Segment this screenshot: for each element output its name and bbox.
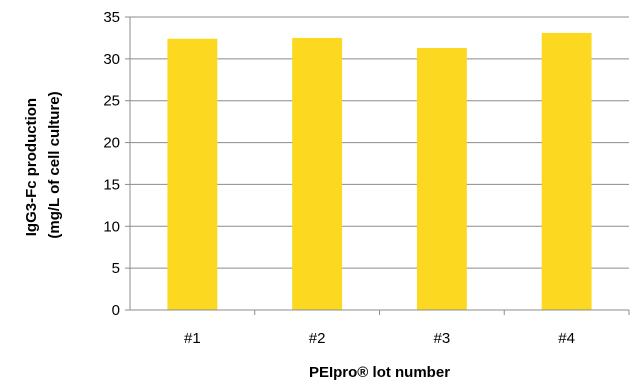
x-tick-labels: #1 #2 #3 #4 xyxy=(184,330,575,347)
x-tick-label-2: #2 xyxy=(309,330,326,347)
x-tick-label-4: #4 xyxy=(558,330,575,347)
y-tick-label-10: 10 xyxy=(103,218,120,235)
y-tick-label-15: 15 xyxy=(103,176,120,193)
y-tick-label-0: 0 xyxy=(112,302,120,319)
x-tick-label-3: #3 xyxy=(434,330,451,347)
x-axis-title: PEIpro® lot number xyxy=(309,364,450,381)
y-tick-label-25: 25 xyxy=(103,93,120,110)
bar-2 xyxy=(292,37,343,311)
y-axis-title-line-1: IgG3-Fc production xyxy=(23,98,40,236)
y-tick-label-30: 30 xyxy=(103,51,120,68)
bar-1 xyxy=(167,38,218,310)
y-tick-label-5: 5 xyxy=(112,260,120,277)
y-tick-labels: 0 5 10 15 20 25 30 35 xyxy=(103,9,120,319)
y-tick-label-20: 20 xyxy=(103,135,120,152)
x-tick-label-1: #1 xyxy=(184,330,201,347)
y-axis-title-line-2: (mg/L of cell culture) xyxy=(46,91,63,238)
y-tick-label-35: 35 xyxy=(103,9,120,26)
y-axis-title: IgG3-Fc production (mg/L of cell culture… xyxy=(23,91,63,238)
bar-4 xyxy=(541,32,592,311)
bar-3 xyxy=(416,47,467,311)
bars xyxy=(167,32,592,311)
axes xyxy=(125,16,630,315)
